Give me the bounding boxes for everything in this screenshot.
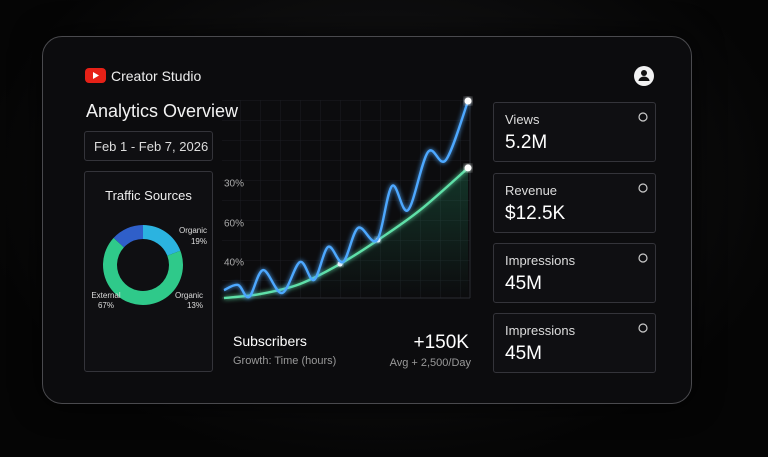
slice-value: 19%	[191, 237, 207, 246]
page-title: Analytics Overview	[86, 101, 239, 121]
stat-label: Impressions	[505, 323, 576, 338]
info-icon	[638, 253, 648, 263]
info-icon	[638, 112, 648, 122]
axis-label: 40%	[224, 258, 244, 269]
avatar-body	[638, 76, 650, 81]
slice-label: External	[91, 291, 121, 300]
slice-value: 13%	[187, 301, 203, 310]
stat-card[interactable]: Impressions 45M	[493, 243, 656, 303]
total-gain: +150K	[413, 332, 469, 353]
logo-play	[93, 72, 99, 79]
stat-label: Revenue	[505, 183, 558, 198]
stat-card[interactable]: Impressions 45M	[493, 313, 656, 373]
info-icons	[638, 112, 648, 333]
slice-value: 67%	[98, 301, 114, 310]
point	[464, 164, 472, 172]
line	[223, 100, 470, 299]
stat-value: 45M	[505, 273, 542, 294]
stat-label: Views	[505, 112, 540, 127]
pie-slice	[143, 224, 181, 256]
avg-gain: Avg + 2,500/Day	[389, 357, 471, 369]
point	[464, 97, 472, 105]
stat-card[interactable]: Revenue $12.5K	[493, 173, 656, 233]
date-picker[interactable]: Feb 1 - Feb 7, 2026	[84, 131, 213, 161]
traffic-title: Traffic Sources	[105, 188, 192, 203]
avatar-head	[641, 70, 647, 76]
info-icon	[638, 323, 648, 333]
stat-value: 45M	[505, 343, 542, 364]
info-icon	[638, 183, 648, 193]
stat-label: Impressions	[505, 253, 576, 268]
axis-label: 30%	[224, 179, 244, 190]
stat-value: 5.2M	[505, 132, 548, 153]
user-icon[interactable]	[634, 66, 654, 86]
slice-label: Organic	[179, 226, 207, 235]
slice-label: Organic	[175, 291, 203, 300]
pie-slice	[113, 225, 143, 248]
chart-title: Subscribers	[233, 333, 307, 349]
app-title: Creator Studio	[111, 68, 202, 84]
pie-slice	[103, 237, 184, 305]
traffic-card: Traffic Sources	[84, 171, 213, 372]
stat-card[interactable]: Views 5.2M	[493, 102, 656, 162]
line-area	[224, 167, 469, 298]
chart-subtitle: Growth: Time (hours)	[233, 355, 337, 367]
stat-value: $12.5K	[505, 203, 566, 224]
date-range: Feb 1 - Feb 7, 2026	[94, 139, 209, 154]
axis-label: 60%	[224, 219, 244, 230]
